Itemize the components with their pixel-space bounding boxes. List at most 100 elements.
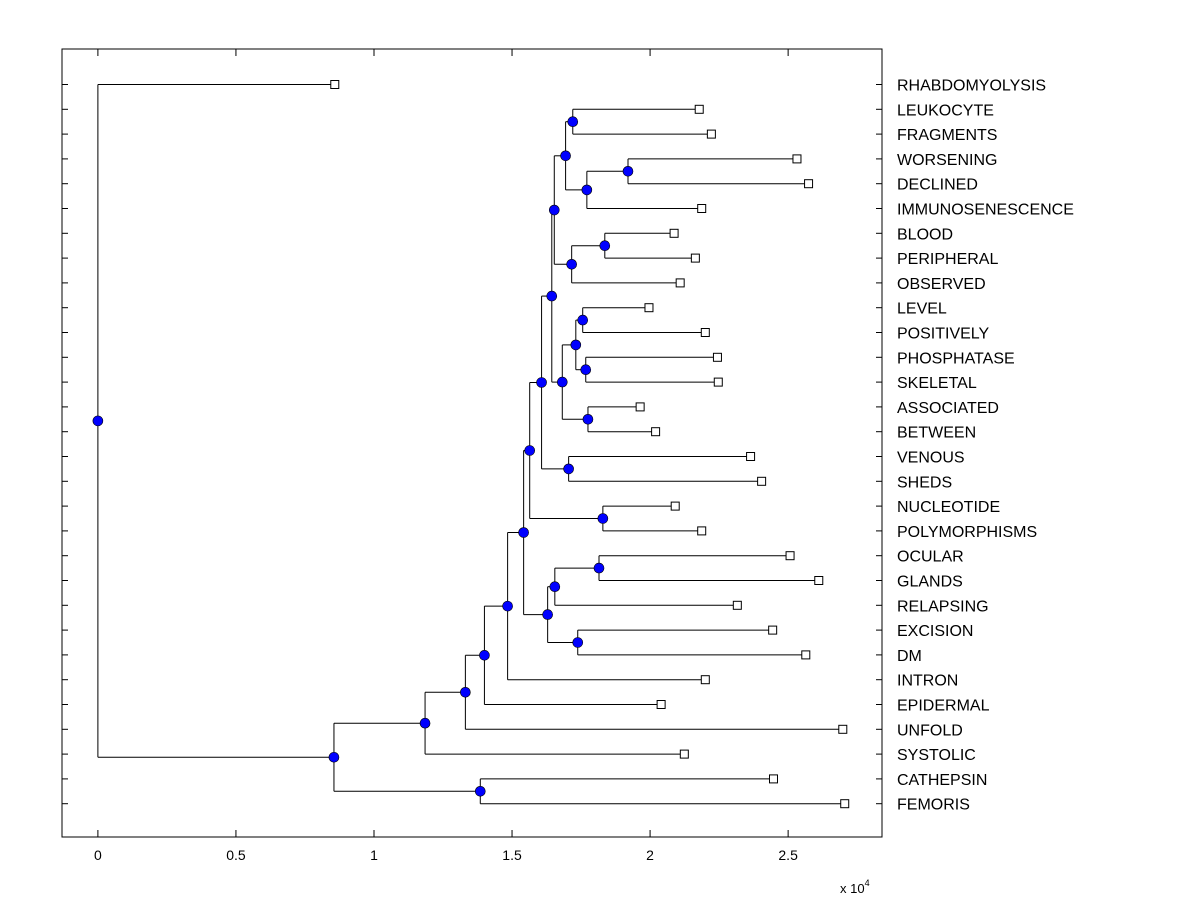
leaf-label: GLANDS (897, 574, 963, 591)
leaf-label: DM (897, 648, 922, 665)
leaf-marker (675, 278, 685, 288)
node-marker (593, 562, 605, 574)
node-marker (546, 290, 558, 302)
leaf-marker (840, 799, 850, 809)
leaf-marker (635, 402, 645, 412)
x-tick-label: 0.5 (226, 847, 246, 863)
node-marker (597, 513, 609, 524)
x-tick-label: 2 (646, 847, 654, 863)
leaf-marker (757, 476, 767, 486)
leaf-label: FEMORIS (897, 797, 970, 814)
leaf-label: RELAPSING (897, 598, 989, 615)
leaf-marker (670, 501, 680, 511)
x-tick-label: 0 (94, 847, 102, 863)
leaf-marker (785, 551, 795, 561)
leaf-marker (700, 675, 710, 685)
leaf-labels: RHABDOMYOLYSIS LEUKOCYTE FRAGMENTS WORSENIN… (897, 78, 1074, 814)
plot-frame (61, 48, 883, 838)
leaf-label: POLYMORPHISMS (897, 524, 1037, 541)
leaf-label: EXCISION (897, 623, 973, 640)
leaf-label: IMMUNOSENESCENCE (897, 202, 1074, 219)
x-tick-marks: 0 0.5 1 1.5 2 2.5 (94, 49, 798, 863)
leaf-label: INTRON (897, 673, 958, 690)
leaf-marker (679, 749, 689, 759)
leaf-label: DECLINED (897, 177, 978, 194)
leaf-marker (644, 303, 654, 313)
node-marker (572, 637, 584, 648)
leaf-marker (700, 328, 710, 337)
node-marker (563, 463, 574, 475)
leaf-marker (656, 700, 666, 709)
node-marker (479, 650, 490, 661)
leaf-label: BLOOD (897, 226, 953, 243)
leaf-label: LEVEL (897, 301, 947, 318)
node-marker (567, 116, 579, 127)
leaf-label: FRAGMENTS (897, 127, 997, 144)
leaf-label: EPIDERMAL (897, 698, 990, 715)
node-marker (549, 581, 561, 593)
leaf-label: VENOUS (897, 450, 965, 467)
leaf-marker (732, 600, 742, 610)
leaf-label: BETWEEN (897, 425, 976, 442)
node-marker (566, 258, 577, 270)
node-marker (622, 166, 634, 177)
node-marker (419, 717, 431, 729)
node-marker (599, 240, 611, 251)
leaf-label: WORSENING (897, 152, 997, 169)
node-marker (580, 364, 592, 376)
leaf-marker (746, 452, 756, 461)
exponent-base: x 10 (840, 881, 865, 896)
node-marker (570, 339, 582, 351)
leaf-marker (669, 228, 679, 238)
leaf-marker (838, 724, 848, 734)
node-marker (328, 751, 340, 763)
leaf-marker (792, 154, 802, 164)
node-marker (518, 527, 529, 538)
leaf-label: OBSERVED (897, 276, 986, 293)
x-tick-label: 2.5 (778, 847, 798, 863)
node-marker (581, 184, 593, 196)
node-marker (536, 377, 547, 388)
leaf-label: PHOSPHATASE (897, 350, 1015, 367)
leaf-marker (768, 774, 778, 784)
leaf-label: NUCLEOTIDE (897, 499, 1000, 516)
leaf-marker (697, 526, 707, 536)
leaf-label: PERIPHERAL (897, 251, 998, 268)
leaf-marker (713, 377, 723, 387)
leaf-label: LEUKOCYTE (897, 102, 994, 119)
node-marker (92, 415, 104, 427)
y-tick-marks (62, 84, 882, 805)
node-marker (556, 376, 568, 388)
leaf-marker (801, 650, 811, 660)
node-marker (502, 600, 513, 612)
leaf-marker (712, 352, 722, 362)
x-tick-label: 1 (370, 847, 378, 863)
dendrogram-markers (92, 80, 850, 809)
node-marker (577, 314, 589, 326)
dendrogram-links (97, 84, 845, 805)
leaf-marker (804, 179, 814, 189)
leaf-label: SYSTOLIC (897, 747, 976, 764)
node-marker (460, 687, 471, 698)
x-tick-label: 1.5 (502, 847, 522, 863)
leaf-label: ASSOCIATED (897, 400, 999, 417)
leaf-label: SHEDS (897, 474, 952, 491)
leaf-label: RHABDOMYOLYSIS (897, 78, 1046, 95)
leaf-label: OCULAR (897, 549, 964, 566)
leaf-marker (651, 427, 661, 437)
node-marker (524, 445, 536, 456)
leaf-label: POSITIVELY (897, 326, 990, 343)
leaf-label: UNFOLD (897, 722, 963, 739)
node-marker (548, 204, 560, 216)
leaf-marker (706, 129, 716, 139)
leaf-marker (697, 204, 707, 213)
leaf-marker (814, 576, 824, 585)
x-axis-exponent-label: x 104 (840, 878, 870, 896)
node-marker (582, 413, 594, 425)
leaf-marker (690, 253, 700, 263)
node-marker (560, 150, 571, 162)
leaf-label: CATHEPSIN (897, 772, 987, 789)
exponent-power: 4 (865, 878, 870, 888)
leaf-marker (694, 104, 704, 114)
